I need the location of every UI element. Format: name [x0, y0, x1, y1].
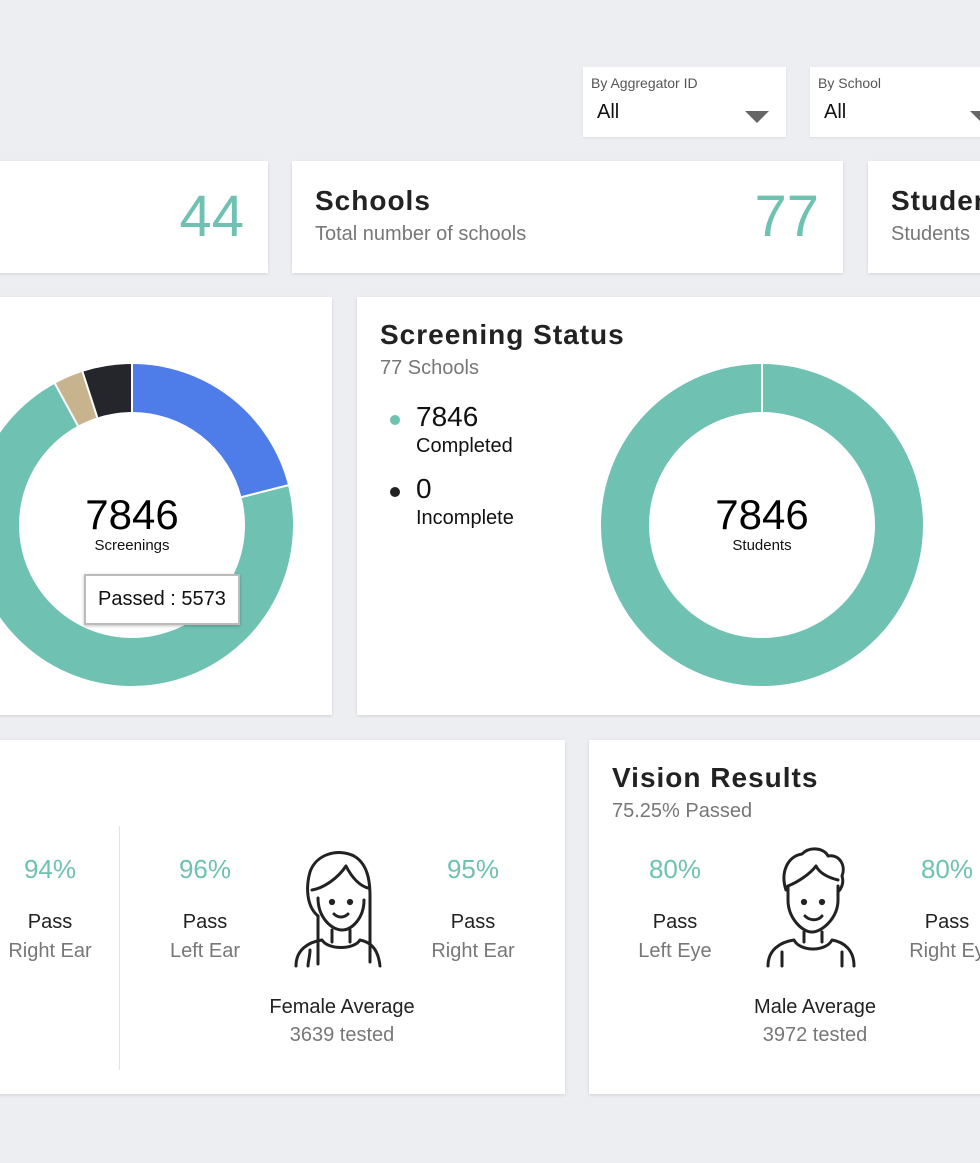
donut-separator — [81, 371, 99, 418]
screening-results-donut — [0, 364, 293, 686]
passed-tooltip: Passed : 5573 — [84, 574, 240, 625]
right-eye-pass: Pass — [924, 911, 970, 933]
right-eye-pct: 80% — [920, 854, 974, 884]
completed-label: Completed — [416, 435, 513, 457]
students-subtitle: Students — [891, 223, 970, 245]
female-avatar-icon — [294, 851, 382, 968]
legend-incomplete[interactable]: 0 Incomplete — [387, 473, 587, 535]
donut-slice-passed[interactable] — [0, 383, 293, 686]
left-ear-pct: 96% — [178, 854, 232, 884]
left-eye-side: Left Eye — [638, 940, 712, 962]
incomplete-dot-icon — [390, 487, 400, 497]
incomplete-label: Incomplete — [416, 507, 514, 529]
male-average-label: Male Average — [754, 996, 876, 1018]
hearing-results-card: 94% Pass Right Ear 96% Pass Left Ear 95%… — [0, 740, 565, 1094]
vision-results-title: Vision Results — [612, 762, 819, 793]
screening-results-total: 7846 — [85, 491, 179, 538]
screening-status-title: Screening Status — [380, 319, 625, 350]
schools-value: 77 — [754, 184, 819, 249]
left-eye-pass: Pass — [652, 911, 698, 933]
male-avatar-icon — [766, 847, 856, 968]
aggregator-filter-value: All — [597, 101, 620, 123]
donut-slice-tan-segment[interactable] — [54, 371, 98, 427]
donut-segments — [601, 364, 923, 686]
right-ear-pass-1: Pass — [27, 911, 73, 933]
screening-status-subtitle: 77 Schools — [380, 357, 479, 379]
stat-card-students: Studen Students — [868, 161, 980, 273]
screening-results-card: 7846 Screenings Passed : 5573 — [0, 297, 332, 715]
students-title: Studen — [891, 185, 980, 216]
screening-status-card: Screening Status 77 Schools 7846 Complet… — [357, 297, 980, 715]
vision-results-subtitle: 75.25% Passed — [612, 800, 753, 822]
screening-results-label: Screenings — [94, 537, 170, 554]
vision-results-card: Vision Results 75.25% Passed 80% Pass Le… — [589, 740, 980, 1094]
right-ear-side-1: Right Ear — [8, 940, 92, 962]
donut-slice-blue-segment[interactable] — [131, 364, 289, 498]
chevron-down-icon[interactable] — [745, 111, 769, 123]
screening-status-center: 7846 Students — [692, 491, 832, 555]
incomplete-value: 0 — [416, 473, 432, 504]
right-ear-side-2: Right Ear — [431, 940, 515, 962]
screening-status-total: 7846 — [715, 491, 809, 538]
left-ear-pass: Pass — [182, 911, 228, 933]
screening-status-donut — [601, 364, 923, 686]
completed-value: 7846 — [416, 401, 479, 432]
right-ear-pass-2: Pass — [450, 911, 496, 933]
right-eye-side: Right Ey — [909, 940, 980, 962]
section-divider — [119, 826, 120, 1070]
completed-dot-icon — [390, 415, 400, 425]
school-filter-label: By School — [818, 75, 882, 91]
stat-card-schools: Schools Total number of schools 77 — [292, 161, 843, 273]
screening-results-center: 7846 Screenings — [62, 491, 202, 555]
donut-separator — [241, 484, 289, 499]
schools-subtitle: Total number of schools — [315, 223, 527, 245]
screening-status-label: Students — [732, 537, 792, 554]
school-filter-value: All — [824, 101, 847, 123]
stat-value: 44 — [179, 184, 244, 249]
donut-slice-black-segment[interactable] — [82, 364, 133, 418]
donut-separator — [54, 383, 79, 427]
chevron-down-icon[interactable] — [970, 111, 980, 123]
aggregator-filter[interactable]: By Aggregator ID All — [583, 67, 786, 137]
stat-card-first: 44 — [0, 161, 268, 273]
female-average-label: Female Average — [269, 996, 415, 1018]
right-ear-pct-1: 94% — [23, 854, 77, 884]
schools-title: Schools — [315, 185, 431, 216]
female-tested-count: 3639 tested — [289, 1024, 395, 1046]
left-ear-side: Left Ear — [169, 940, 241, 962]
male-tested-count: 3972 tested — [762, 1024, 868, 1046]
legend-completed[interactable]: 7846 Completed — [387, 401, 587, 463]
left-eye-pct: 80% — [648, 854, 702, 884]
right-ear-pct-2: 95% — [446, 854, 500, 884]
aggregator-filter-label: By Aggregator ID — [591, 75, 698, 91]
donut-segments — [0, 364, 293, 686]
school-filter[interactable]: By School All — [810, 67, 980, 137]
